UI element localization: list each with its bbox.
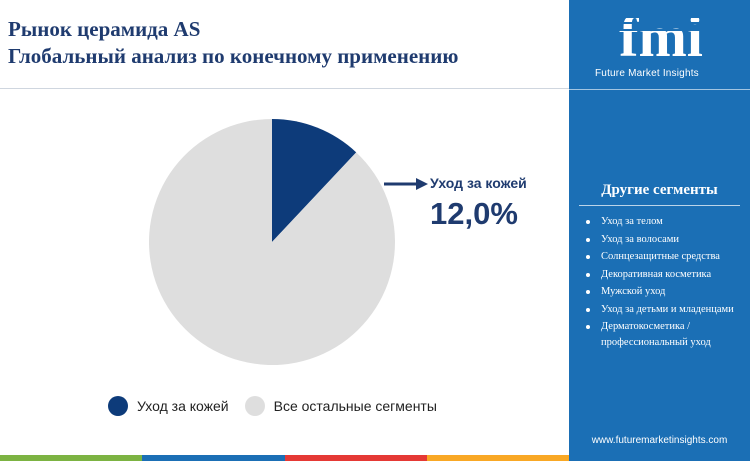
sidebar: fmi Future Market Insights Другие сегмен…	[569, 0, 750, 461]
bottom-bar-blue	[142, 455, 285, 461]
segment-item: Уход за волосами	[585, 232, 745, 248]
logo-subtitle: Future Market Insights	[595, 68, 699, 79]
callout-label: Уход за кожей	[430, 175, 527, 191]
sidebar-divider	[569, 89, 750, 90]
logo-text: fmi	[619, 10, 703, 62]
pie-slice-skincare	[272, 119, 357, 242]
legend-label-skincare: Уход за кожей	[137, 398, 229, 414]
chart-title: Рынок церамида AS Глобальный анализ по к…	[8, 16, 563, 70]
legend-item-skincare: Уход за кожей	[108, 396, 229, 416]
segment-item: Дерматокосметика / профессиональный уход	[585, 319, 745, 350]
segment-item: Уход за телом	[585, 214, 745, 230]
segment-item: Уход за детьми и младенцами	[585, 302, 745, 318]
segments-list: Уход за телом Уход за волосами Солнцезащ…	[585, 214, 745, 352]
legend-swatch-others	[244, 396, 265, 416]
segment-item: Мужской уход	[585, 284, 745, 300]
callout-value: 12,0%	[430, 196, 518, 231]
title-divider	[0, 88, 569, 89]
legend-swatch-skincare	[108, 396, 128, 416]
segments-title: Другие сегменты	[601, 182, 718, 198]
bottom-bar-yellow	[426, 455, 569, 461]
legend-item-others: Все остальные сегменты	[244, 396, 437, 416]
pie-slice-others	[148, 119, 395, 365]
title-line-2: Глобальный анализ по конечному применени…	[8, 44, 459, 68]
legend-label-others: Все остальные сегменты	[273, 398, 437, 414]
bottom-color-bar	[0, 455, 569, 461]
fmi-logo: fmi	[599, 10, 723, 62]
title-line-1: Рынок церамида AS	[8, 17, 201, 41]
segment-item: Солнцезащитные средства	[585, 249, 745, 265]
segment-item: Декоративная косметика	[585, 267, 745, 283]
pie-chart	[148, 119, 395, 365]
chart-legend: Уход за кожей Все остальные сегменты	[108, 396, 453, 416]
bottom-bar-red	[284, 455, 427, 461]
bottom-bar-green	[0, 455, 143, 461]
segments-divider	[579, 205, 740, 206]
callout-arrow-icon	[384, 178, 428, 190]
main-panel: Рынок церамида AS Глобальный анализ по к…	[0, 16, 569, 461]
website-url[interactable]: www.futuremarketinsights.com	[591, 435, 728, 446]
